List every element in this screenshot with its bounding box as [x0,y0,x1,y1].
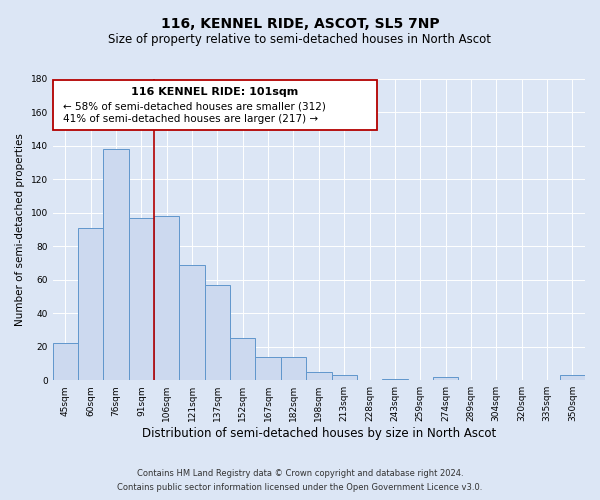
Text: 116, KENNEL RIDE, ASCOT, SL5 7NP: 116, KENNEL RIDE, ASCOT, SL5 7NP [161,18,439,32]
Text: 116 KENNEL RIDE: 101sqm: 116 KENNEL RIDE: 101sqm [131,87,299,97]
Text: ← 58% of semi-detached houses are smaller (312): ← 58% of semi-detached houses are smalle… [64,101,326,111]
Text: Contains HM Land Registry data © Crown copyright and database right 2024.: Contains HM Land Registry data © Crown c… [137,468,463,477]
Bar [154,216,179,380]
Bar [78,228,103,380]
FancyBboxPatch shape [53,80,377,130]
Bar [382,378,407,380]
Bar [53,344,78,380]
Text: 41% of semi-detached houses are larger (217) →: 41% of semi-detached houses are larger (… [64,114,319,124]
Y-axis label: Number of semi-detached properties: Number of semi-detached properties [15,133,25,326]
Bar [433,377,458,380]
Text: Contains public sector information licensed under the Open Government Licence v3: Contains public sector information licen… [118,484,482,492]
Bar [281,356,306,380]
Bar [129,218,154,380]
Bar [179,264,205,380]
Bar [560,375,585,380]
Bar [230,338,256,380]
X-axis label: Distribution of semi-detached houses by size in North Ascot: Distribution of semi-detached houses by … [142,427,496,440]
Text: Size of property relative to semi-detached houses in North Ascot: Size of property relative to semi-detach… [109,32,491,46]
Bar [306,372,332,380]
Bar [103,149,129,380]
Bar [256,356,281,380]
Bar [205,284,230,380]
Bar [332,375,357,380]
